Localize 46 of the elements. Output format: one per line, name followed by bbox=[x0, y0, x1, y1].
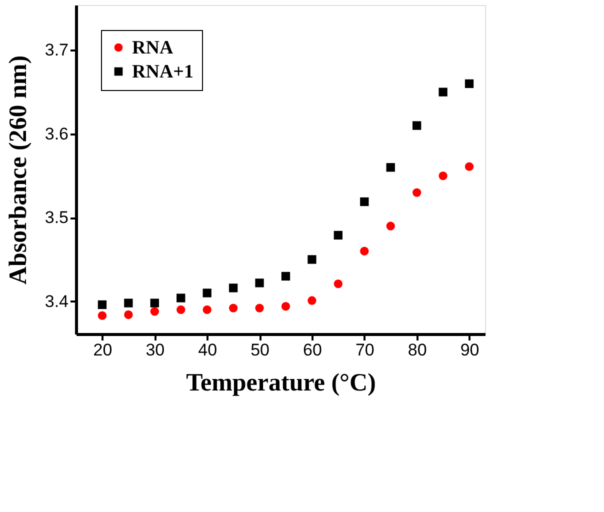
x-tick-label: 20 bbox=[93, 340, 112, 360]
point bbox=[281, 272, 290, 281]
point bbox=[334, 230, 343, 240]
x-tick-label: 50 bbox=[250, 340, 270, 360]
x-tick-label: 60 bbox=[303, 340, 322, 360]
point bbox=[464, 79, 474, 88]
point bbox=[464, 162, 474, 171]
point bbox=[438, 171, 448, 180]
point bbox=[98, 311, 107, 320]
y-axis-title: Absorbance (260 nm) bbox=[4, 55, 32, 285]
x-tick-label: 70 bbox=[355, 340, 374, 360]
point bbox=[202, 305, 212, 314]
point bbox=[360, 246, 369, 256]
point bbox=[438, 88, 448, 96]
point bbox=[202, 288, 212, 298]
point bbox=[150, 298, 159, 308]
y-tick-label: 3.4 bbox=[44, 292, 68, 311]
x-tick-label: 80 bbox=[408, 340, 427, 360]
point bbox=[308, 296, 316, 305]
point bbox=[98, 300, 107, 310]
legend-label: RNA+1 bbox=[132, 62, 194, 82]
x-tick-label: 90 bbox=[460, 340, 480, 360]
point bbox=[281, 302, 290, 311]
x-tick-label: 40 bbox=[198, 340, 218, 360]
y-tick-label: 3.7 bbox=[44, 40, 68, 60]
point bbox=[124, 310, 133, 320]
point bbox=[228, 284, 238, 292]
point bbox=[228, 304, 238, 312]
point bbox=[124, 298, 133, 308]
point bbox=[360, 197, 369, 206]
point bbox=[386, 222, 395, 230]
point bbox=[255, 304, 264, 312]
point bbox=[255, 278, 264, 288]
x-tick-label: 30 bbox=[146, 340, 165, 360]
point bbox=[176, 305, 186, 314]
point bbox=[176, 294, 186, 302]
y-tick-label: 3.5 bbox=[44, 208, 68, 228]
y-tick-label: 3.6 bbox=[44, 124, 68, 144]
point bbox=[308, 255, 316, 264]
point bbox=[412, 121, 422, 130]
legend-label: RNA bbox=[132, 38, 174, 58]
point bbox=[150, 307, 159, 316]
point bbox=[334, 279, 343, 288]
point bbox=[386, 163, 395, 172]
point bbox=[412, 188, 422, 197]
x-axis-title: Temperature (°C) bbox=[186, 370, 376, 396]
